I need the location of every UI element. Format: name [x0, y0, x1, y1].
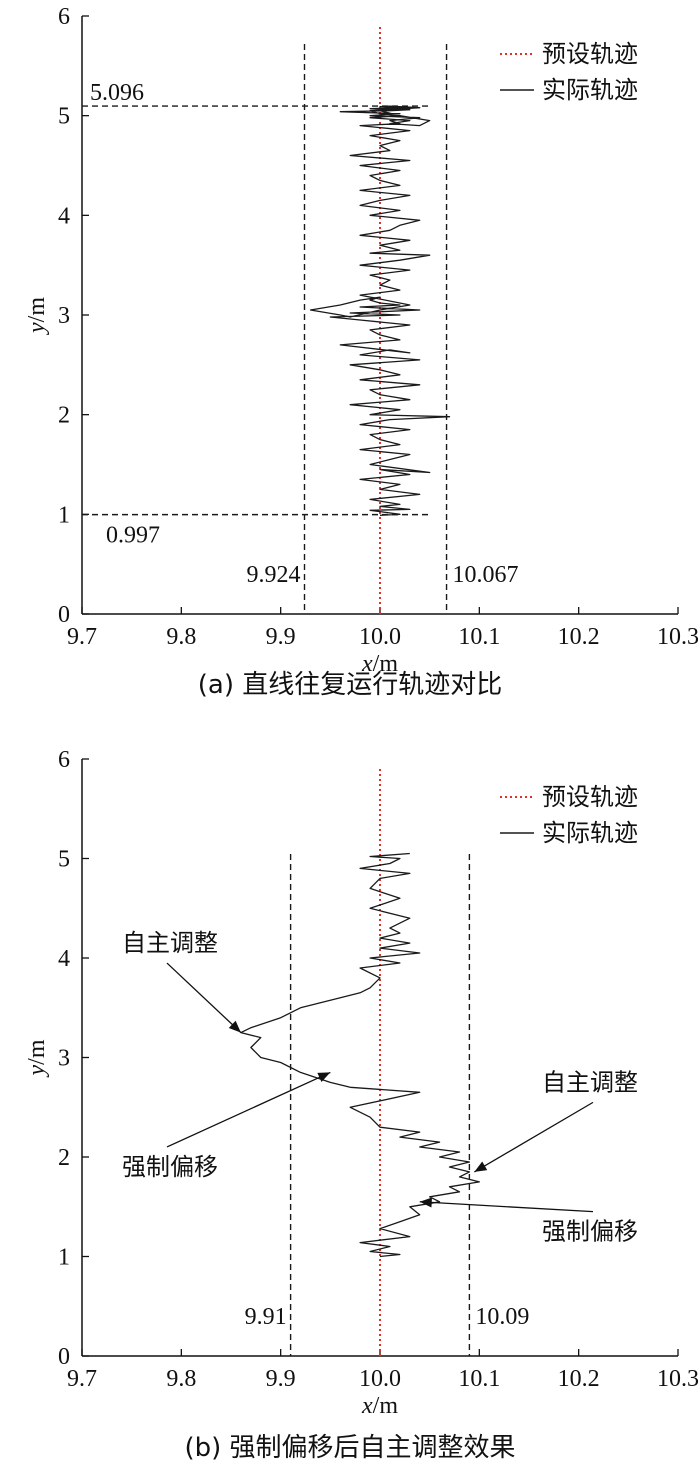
x-axis-label: x/m	[361, 651, 398, 677]
reference-label-y: 5.096	[90, 80, 144, 106]
y-tick-label: 3	[58, 303, 70, 329]
y-tick-label: 1	[58, 502, 70, 528]
legend-label: 预设轨迹	[542, 783, 638, 811]
y-tick-label: 1	[58, 1245, 70, 1271]
reference-label-x: 10.09	[475, 1304, 529, 1330]
series-line-actual	[240, 852, 480, 1258]
legend-label: 预设轨迹	[542, 40, 638, 68]
y-tick-label: 2	[58, 1145, 70, 1171]
y-tick-label: 5	[58, 104, 70, 130]
y-tick-label: 6	[58, 4, 70, 30]
reference-label-y: 0.997	[106, 523, 160, 549]
y-tick-label: 2	[58, 403, 70, 429]
x-tick-label: 10.3	[657, 1366, 699, 1392]
annotation-arrow-line	[166, 962, 242, 1034]
annotation-arrow-line	[166, 1071, 331, 1148]
x-tick-label: 10.1	[458, 1366, 500, 1392]
annotation-label: 自主调整	[542, 1068, 638, 1096]
y-tick-label: 4	[58, 203, 70, 229]
x-tick-label: 9.8	[166, 624, 196, 650]
chart-caption: (b) 强制偏移后自主调整效果	[184, 1433, 515, 1463]
series-line-actual	[309, 105, 451, 516]
x-tick-label: 10.2	[558, 624, 600, 650]
annotation-label: 强制偏移	[542, 1218, 638, 1246]
annotation-arrow-head	[228, 1020, 241, 1033]
x-tick-label: 9.9	[266, 1366, 296, 1392]
chart-panel-a: 0 1 2 3 4 5 6 9.7 9.8 9.9 10.0 10.1 10.2 10.3 x/m y/m 9.…	[24, 4, 699, 700]
legend-label: 实际轨迹	[542, 76, 638, 104]
y-tick-label: 4	[58, 946, 70, 972]
y-tick-label: 0	[58, 602, 70, 628]
x-tick-label: 10.3	[657, 624, 699, 650]
annotation-label: 强制偏移	[122, 1153, 218, 1181]
legend-label: 实际轨迹	[542, 819, 638, 847]
x-tick-label: 9.8	[166, 1366, 196, 1392]
x-tick-label: 9.7	[67, 624, 97, 650]
annotation-arrow-line	[474, 1101, 594, 1173]
y-tick-label: 3	[58, 1046, 70, 1072]
annotation-arrow-line	[419, 1201, 594, 1213]
y-axis-label: y/m	[24, 297, 50, 335]
x-tick-label: 10.1	[458, 624, 500, 650]
y-tick-label: 0	[58, 1344, 70, 1370]
x-tick-label: 9.9	[266, 624, 296, 650]
chart-panel-b: 0 1 2 3 4 5 6 9.7 9.8 9.9 10.0 10.1 10.2 10.3 x/m y/m 9.…	[24, 747, 699, 1463]
annotation-label: 自主调整	[122, 929, 218, 957]
y-tick-label: 6	[58, 747, 70, 773]
x-tick-label: 9.7	[67, 1366, 97, 1392]
chart-caption: (a) 直线往复运行轨迹对比	[198, 670, 503, 700]
y-tick-label: 5	[58, 847, 70, 873]
x-tick-label: 10.0	[359, 1366, 401, 1392]
annotation-arrow-head	[317, 1072, 331, 1082]
x-tick-label: 10.0	[359, 624, 401, 650]
y-axis-label: y/m	[24, 1039, 50, 1077]
annotation-arrow-head	[474, 1161, 488, 1172]
x-tick-label: 10.2	[558, 1366, 600, 1392]
reference-label-x: 9.924	[247, 562, 301, 588]
reference-label-x: 10.067	[453, 562, 519, 588]
annotation-arrow-head	[419, 1197, 432, 1208]
x-axis-label: x/m	[361, 1393, 398, 1419]
reference-label-x: 9.91	[245, 1304, 287, 1330]
